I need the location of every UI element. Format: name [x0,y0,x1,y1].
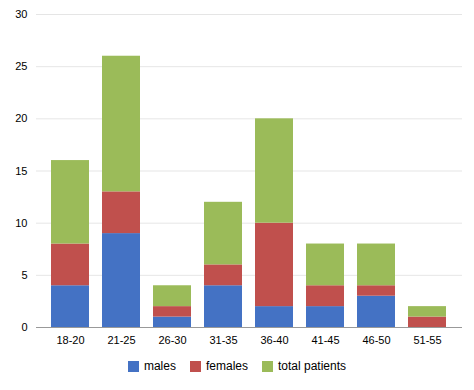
svg-text:51-55: 51-55 [413,334,441,346]
svg-text:20: 20 [15,112,27,124]
svg-text:26-30: 26-30 [158,334,186,346]
svg-text:21-25: 21-25 [107,334,135,346]
svg-text:25: 25 [15,60,27,72]
svg-text:41-45: 41-45 [311,334,339,346]
svg-text:5: 5 [21,269,27,281]
html-text:males: males [144,359,176,373]
html-text:total patients: total patients [278,359,346,373]
svg-text:31-35: 31-35 [209,334,237,346]
svg-text:46-50: 46-50 [362,334,390,346]
svg-text:10: 10 [15,217,27,229]
svg-text:0: 0 [21,321,27,333]
svg-text:15: 15 [15,165,27,177]
html-text:females: females [206,359,248,373]
svg-text:36-40: 36-40 [260,334,288,346]
svg-text:18-20: 18-20 [56,334,84,346]
svg-text:30: 30 [15,8,27,20]
